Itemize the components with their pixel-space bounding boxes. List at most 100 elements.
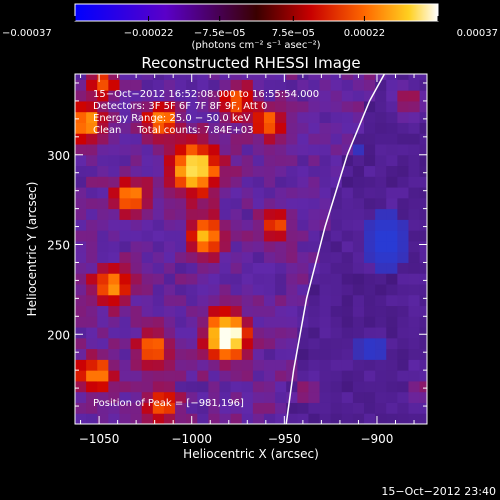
heatmap-cell (252, 111, 265, 123)
heatmap-cell (97, 262, 109, 274)
heatmap-cell (197, 154, 209, 167)
heatmap-cell (341, 348, 354, 360)
heatmap-cell (308, 337, 321, 350)
heatmap-cell (197, 380, 209, 393)
heatmap-cell (286, 262, 298, 274)
heatmap-cell (75, 208, 87, 220)
heatmap-cell (352, 176, 365, 188)
heatmap-cell (141, 133, 154, 145)
heatmap-cell (86, 79, 98, 91)
heatmap-cell (141, 208, 154, 220)
heatmap-cell (86, 305, 98, 317)
heatmap-cell (308, 251, 321, 263)
heatmap-cell (197, 197, 209, 210)
heatmap-cell (419, 337, 427, 350)
heatmap-cell (252, 327, 265, 339)
heatmap-cell (275, 122, 287, 134)
heatmap-cell (375, 337, 387, 350)
heatmap-cell (219, 208, 232, 220)
heatmap-cell (286, 305, 298, 317)
heatmap-cell (119, 262, 132, 274)
heatmap-cell (364, 348, 376, 360)
heatmap-cell (297, 79, 309, 91)
heatmap-cell (252, 74, 265, 80)
heatmap-cell (386, 122, 398, 134)
heatmap-cell (352, 154, 365, 167)
heatmap-cell (186, 208, 198, 220)
heatmap-cell (308, 219, 321, 231)
heatmap-cell (275, 100, 287, 113)
heatmap-cell (408, 208, 421, 220)
heatmap-cell (419, 370, 427, 382)
heatmap-cell (408, 316, 421, 328)
heatmap-cell (252, 176, 265, 188)
heatmap-cell (275, 380, 287, 393)
heatmap-cell (230, 122, 243, 134)
heatmap-cell (408, 251, 421, 263)
heatmap-cell (330, 327, 343, 339)
heatmap-cell (241, 337, 254, 350)
heatmap-cell (97, 111, 109, 123)
heatmap-cell (130, 370, 143, 382)
heatmap-cell (197, 370, 209, 382)
heatmap-cell (108, 79, 120, 91)
heatmap-cell (352, 380, 365, 393)
heatmap-cell (408, 284, 421, 296)
heatmap-cell (375, 348, 387, 360)
heatmap-cell (130, 79, 143, 91)
heatmap-cell (219, 144, 232, 156)
heatmap-cell (341, 294, 354, 307)
heatmap-cell (397, 111, 409, 123)
heatmap-cell (263, 359, 276, 371)
heatmap-cell (186, 122, 198, 134)
heatmap-cell (108, 219, 120, 231)
heatmap-cell (330, 187, 343, 199)
heatmap-cell (119, 165, 132, 177)
heatmap-cell (352, 370, 365, 382)
heatmap-cell (163, 413, 176, 424)
heatmap-cell (375, 284, 387, 296)
heatmap-cell (263, 79, 276, 91)
heatmap-cell (386, 402, 398, 414)
heatmap-cell (75, 413, 87, 424)
heatmap-cell (241, 316, 254, 328)
heatmap-cell (197, 262, 209, 274)
heatmap-cell (86, 413, 98, 424)
heatmap-cell (241, 230, 254, 242)
heatmap-cell (108, 144, 120, 156)
heatmap-cell (241, 240, 254, 253)
heatmap-cell (319, 413, 332, 424)
heatmap-cell (286, 219, 298, 231)
heatmap-cell (108, 294, 120, 307)
colorbar-ticks: −0.00037 −0.00022 −7.5e−05 7.5e−05 0.00022 0.… (2, 16, 498, 39)
heatmap-cell (163, 165, 176, 177)
heatmap-cell (297, 100, 309, 113)
heatmap-cell (364, 240, 376, 253)
heatmap-cell (75, 359, 87, 371)
heatmap-cell (130, 111, 143, 123)
heatmap-cell (330, 197, 343, 210)
heatmap-cell (297, 337, 309, 350)
heatmap-cell (208, 176, 221, 188)
heatmap-cell (386, 380, 398, 393)
heatmap-cell (330, 219, 343, 231)
heatmap-cell (330, 380, 343, 393)
heatmap-cell (186, 348, 198, 360)
heatmap-cell (397, 305, 409, 317)
heatmap-cell (141, 391, 154, 403)
heatmap-cell (419, 262, 427, 274)
heatmap-cell (119, 273, 132, 285)
heatmap-cell (341, 144, 354, 156)
x-axis-label: Heliocentric X (arcsec) (183, 447, 319, 461)
heatmap-cell (408, 402, 421, 414)
heatmap-cell (397, 176, 409, 188)
heatmap-cell (397, 413, 409, 424)
heatmap-cell (319, 144, 332, 156)
heatmap-cell (141, 230, 154, 242)
heatmap-cell (275, 284, 287, 296)
heatmap-cell (319, 370, 332, 382)
heatmap-cell (397, 327, 409, 339)
heatmap-cell (175, 294, 187, 307)
heatmap-cell (297, 273, 309, 285)
heatmap-cell (141, 100, 154, 113)
